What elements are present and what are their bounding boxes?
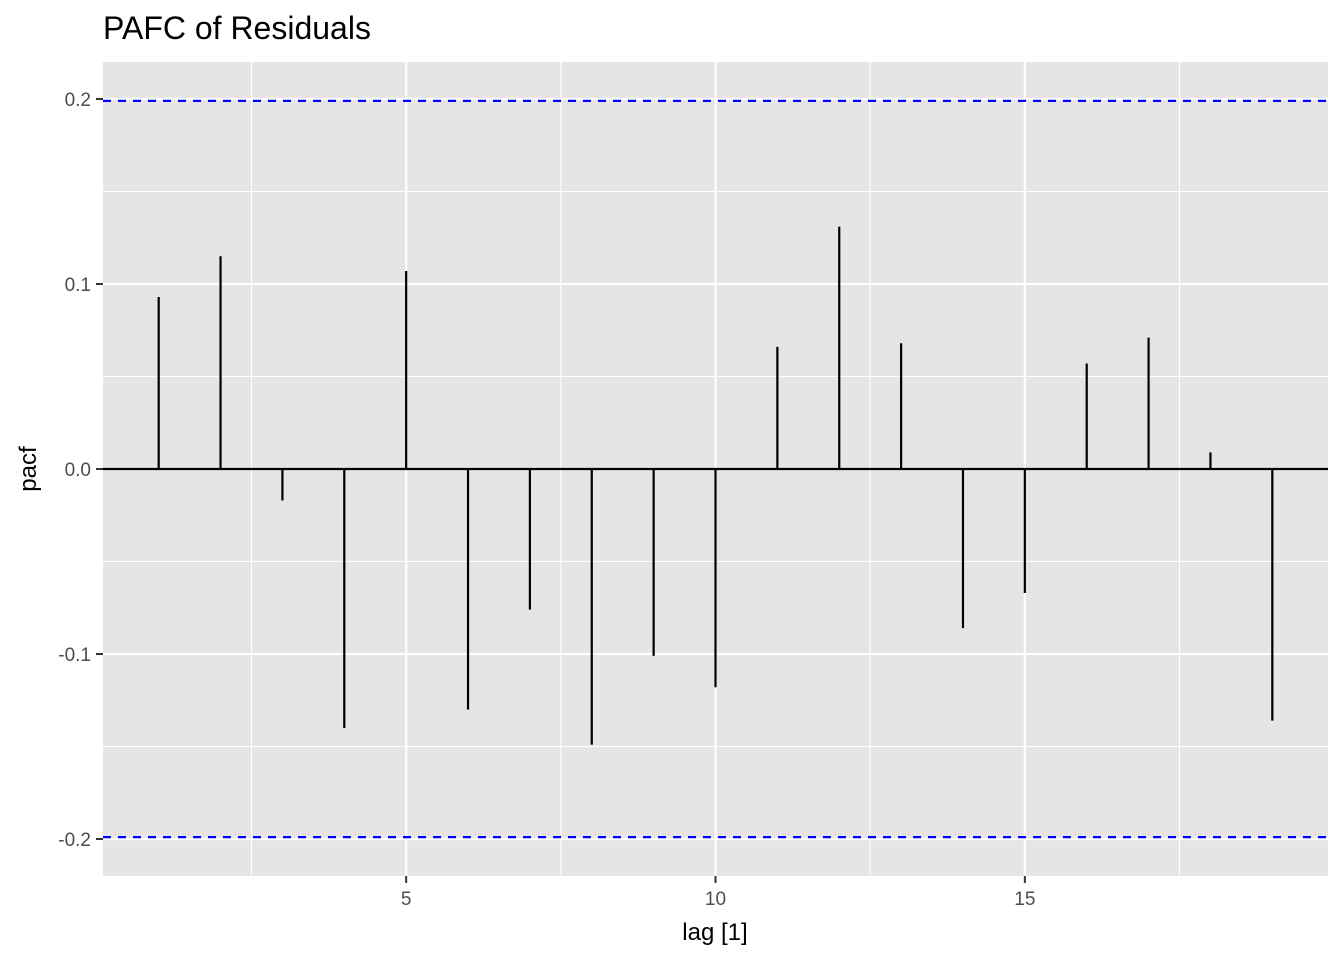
x-tick-label-2: 15: [1014, 889, 1035, 910]
y-tick-label-1: -0.1: [58, 645, 91, 666]
x-tick-label-1: 10: [705, 889, 726, 910]
x-axis-label: lag [1]: [682, 919, 747, 946]
y-axis-ticks: -0.2 -0.1 0.0 0.1 0.2: [58, 90, 103, 851]
significance-bounds: [103, 99, 1328, 839]
x-tick-label-0: 5: [401, 889, 412, 910]
y-axis-label: pacf: [15, 446, 42, 492]
chart-title: PAFC of Residuals: [103, 10, 371, 46]
y-tick-label-3: 0.1: [65, 275, 91, 296]
pacf-bars: [157, 226, 1274, 745]
y-tick-label-4: 0.2: [65, 90, 91, 111]
y-tick-label-0: -0.2: [58, 830, 91, 851]
y-tick-label-2: 0.0: [65, 460, 91, 481]
x-axis-ticks: 5 10 15: [401, 876, 1035, 910]
